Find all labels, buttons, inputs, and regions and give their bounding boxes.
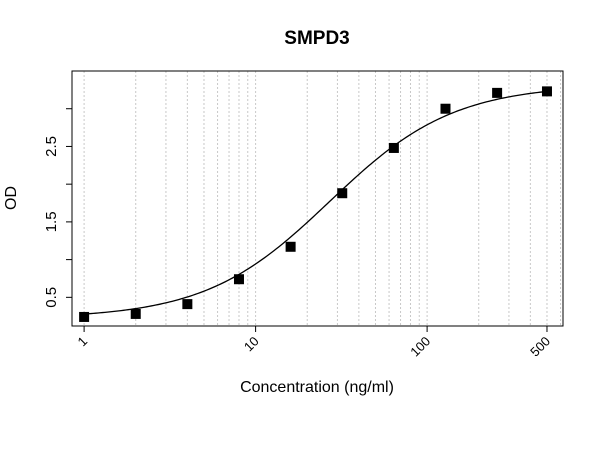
- x-tick-label: 1: [75, 334, 91, 350]
- chart-title: SMPD3: [284, 28, 349, 49]
- data-point: [541, 86, 552, 97]
- plot-area: [71, 70, 564, 327]
- data-point: [182, 299, 193, 310]
- data-point: [233, 274, 244, 285]
- x-tick-label: 500: [527, 334, 553, 360]
- y-axis-label: OD: [3, 186, 20, 210]
- data-point: [130, 308, 141, 319]
- data-point: [337, 188, 348, 199]
- x-tick-label: 10: [241, 334, 262, 355]
- data-points: [79, 86, 552, 322]
- data-point: [79, 311, 90, 322]
- grid-lines: [83, 71, 562, 326]
- data-point: [440, 103, 451, 114]
- y-tick-label: 2.5: [43, 136, 60, 157]
- x-tick-label: 100: [407, 334, 433, 360]
- data-point: [388, 142, 399, 153]
- y-axis: 0.5 1.5 2.5: [43, 108, 72, 308]
- y-tick-label: 0.5: [43, 287, 60, 308]
- x-axis: 1 10 100 500: [75, 326, 553, 360]
- y-tick-label: 1.5: [43, 211, 60, 232]
- x-axis-label: Concentration (ng/ml): [240, 379, 394, 396]
- data-point: [492, 87, 503, 98]
- data-point: [285, 241, 296, 252]
- fit-curve: [84, 90, 548, 315]
